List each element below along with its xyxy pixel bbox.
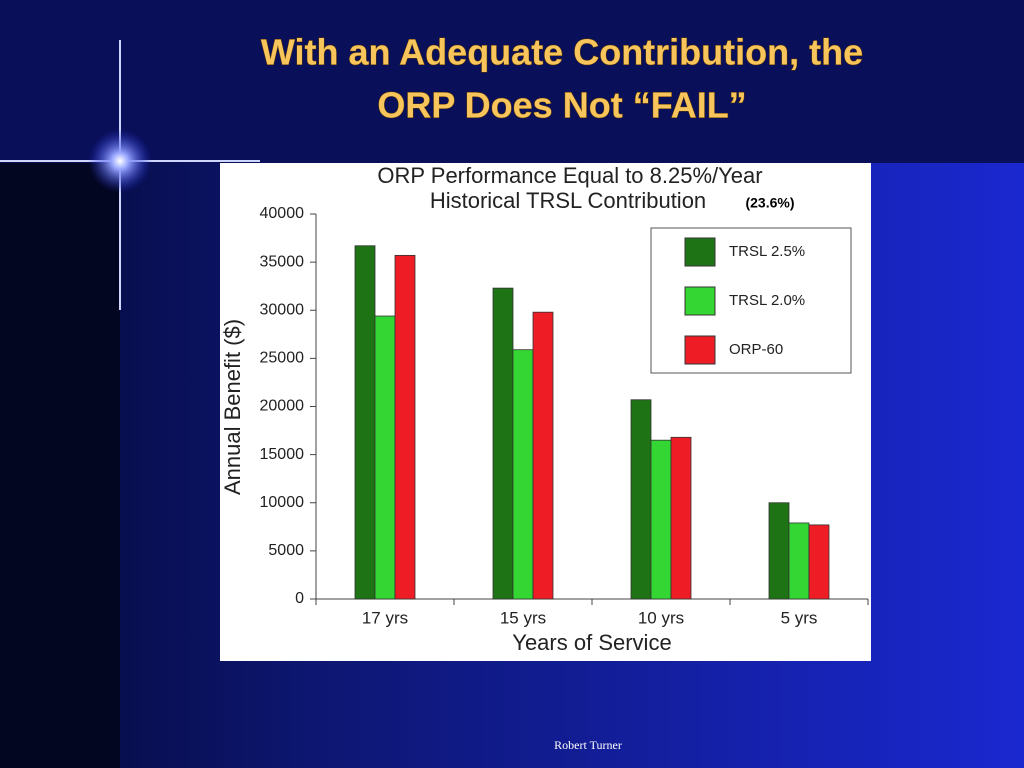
legend-swatch	[684, 335, 716, 365]
bar	[670, 436, 692, 600]
bar	[788, 522, 810, 600]
bar	[394, 254, 416, 600]
bar	[512, 349, 534, 600]
chart: ORP Performance Equal to 8.25%/YearHisto…	[220, 163, 869, 655]
chart-title: Historical TRSL Contribution	[430, 188, 706, 213]
y-tick-label: 0	[295, 590, 304, 607]
bar	[532, 311, 554, 600]
bar	[630, 399, 652, 600]
legend-label: TRSL 2.5%	[729, 243, 805, 260]
header-band	[0, 0, 1024, 163]
x-tick-label: 15 yrs	[500, 608, 546, 627]
legend-label: TRSL 2.0%	[729, 292, 805, 309]
legend-swatch	[684, 237, 716, 267]
annotation: (23.6%)	[745, 195, 794, 211]
bar	[354, 245, 376, 600]
bar	[374, 315, 396, 600]
bar	[768, 502, 790, 600]
y-tick-label: 35000	[260, 253, 305, 270]
bar	[492, 287, 514, 600]
y-tick-label: 40000	[260, 205, 305, 222]
slide-title: With an Adequate Contribution, the	[261, 32, 863, 73]
chart-title: ORP Performance Equal to 8.25%/Year	[377, 163, 762, 188]
x-axis-label: Years of Service	[512, 630, 671, 655]
y-tick-label: 10000	[260, 494, 305, 511]
slide-title: ORP Does Not “FAIL”	[377, 85, 746, 126]
legend-swatch	[684, 286, 716, 316]
legend	[650, 227, 852, 374]
y-tick-label: 30000	[260, 301, 305, 318]
x-tick-label: 5 yrs	[781, 608, 818, 627]
x-tick-label: 17 yrs	[362, 608, 408, 627]
bar	[808, 524, 830, 600]
star	[88, 129, 152, 193]
x-tick-label: 10 yrs	[638, 608, 684, 627]
y-tick-label: 15000	[260, 446, 305, 463]
y-tick-label: 25000	[260, 350, 305, 367]
y-tick-label: 20000	[260, 398, 305, 415]
footer: Robert Turner	[554, 738, 622, 752]
y-tick-label: 5000	[268, 542, 304, 559]
legend-label: ORP-60	[729, 341, 783, 358]
y-axis-label: Annual Benefit ($)	[220, 319, 245, 495]
bar	[650, 439, 672, 600]
